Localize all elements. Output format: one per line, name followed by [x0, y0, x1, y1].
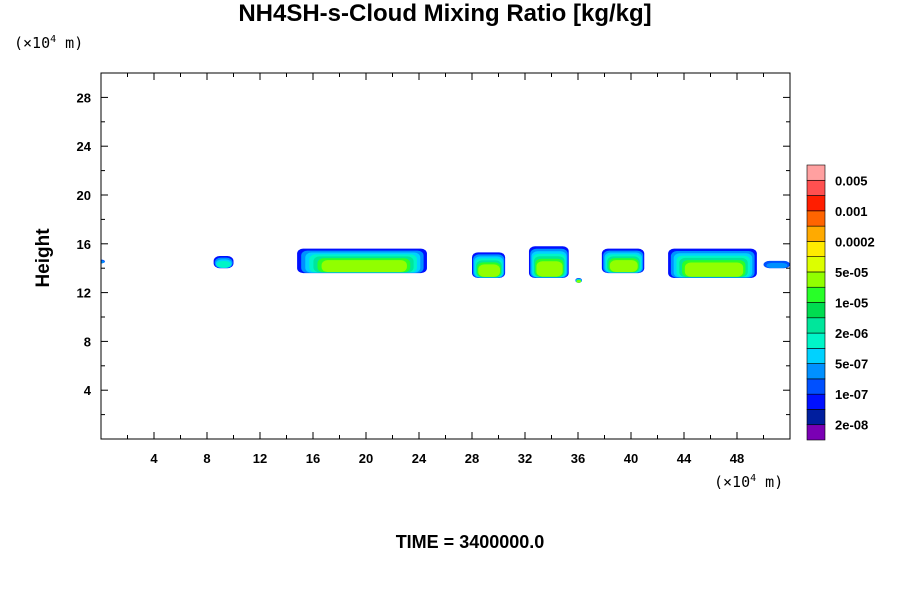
colorbar-swatch	[806, 409, 826, 426]
y-axis-unit-label: (×104 m)	[14, 34, 84, 52]
y-tick-label: 4	[84, 383, 92, 398]
colorbar-swatch	[806, 179, 826, 196]
x-tick-label: 12	[253, 451, 267, 466]
y-tick-label: 16	[77, 237, 91, 252]
colorbar-swatch	[806, 348, 826, 364]
colorbar-label: 5e-05	[835, 265, 868, 280]
x-tick-label: 44	[677, 451, 692, 466]
colorbar-label: 5e-07	[835, 357, 868, 372]
colorbar-label: 1e-07	[835, 387, 868, 402]
time-label: TIME = 3400000.0	[395, 532, 545, 552]
cloud-contour	[536, 261, 563, 277]
colorbar-swatch	[806, 256, 826, 273]
y-tick-label: 12	[77, 286, 91, 301]
colorbar-swatch	[806, 424, 826, 441]
cloud-contour	[321, 260, 407, 273]
cloud-feature	[668, 248, 757, 278]
colorbar-swatch	[806, 164, 826, 181]
cloud-feature	[297, 248, 427, 274]
cloud-feature	[575, 277, 582, 283]
chart-title: NH4SH-s-Cloud Mixing Ratio [kg/kg]	[238, 0, 652, 27]
cloud-contour	[101, 260, 105, 264]
colorbar-swatch	[806, 378, 826, 395]
y-tick-label: 24	[77, 139, 92, 154]
colorbar-swatch	[806, 286, 826, 303]
colorbar-label: 2e-06	[835, 326, 868, 341]
cloud-field	[101, 246, 790, 283]
cloud-contour	[216, 261, 231, 268]
y-tick-label: 28	[77, 90, 91, 105]
colorbar-swatch	[806, 225, 826, 242]
colorbar-swatch	[806, 393, 826, 410]
colorbar-swatch	[806, 210, 826, 227]
colorbar-swatch	[806, 195, 826, 212]
colorbar-swatch	[806, 332, 826, 349]
x-tick-label: 32	[518, 451, 532, 466]
cloud-feature	[101, 259, 105, 264]
x-axis-unit-label: (×104 m)	[714, 473, 784, 491]
colorbar-label: 0.0002	[835, 234, 875, 249]
x-tick-label: 48	[730, 451, 744, 466]
cloud-feature	[213, 256, 234, 269]
colorbar-swatch	[806, 317, 826, 334]
x-tick-label: 40	[624, 451, 638, 466]
colorbar-label: 2e-08	[835, 418, 868, 433]
x-tick-label: 16	[306, 451, 320, 466]
cloud-feature	[763, 260, 790, 269]
cloud-feature	[528, 246, 569, 278]
colorbar-labels: 2e-08 1e-07 5e-07 2e-06 1e-05 5e-05 0.0002 0.00…	[835, 173, 875, 432]
x-tick-label: 36	[571, 451, 585, 466]
cloud-contour	[478, 264, 501, 277]
x-tick-label: 24	[412, 451, 427, 466]
colorbar-label: 1e-05	[835, 296, 868, 311]
y-tick-label: 20	[77, 188, 91, 203]
cloud-contour	[766, 262, 788, 269]
cloud-feature	[472, 252, 506, 278]
colorbar	[806, 164, 826, 441]
y-tick-label: 8	[84, 334, 91, 349]
axis-ticks	[101, 73, 790, 439]
cloud-contour	[576, 280, 581, 283]
colorbar-label: 0.005	[835, 173, 868, 188]
cloud-feature	[601, 248, 645, 274]
cloud-contour	[609, 260, 638, 273]
colorbar-swatch	[806, 363, 826, 380]
x-tick-label: 4	[150, 451, 158, 466]
colorbar-swatch	[806, 241, 826, 257]
cloud-contour	[684, 262, 744, 277]
colorbar-label: 0.001	[835, 204, 868, 219]
colorbar-swatch	[806, 302, 826, 319]
x-tick-label: 20	[359, 451, 373, 466]
x-tick-label: 8	[203, 451, 210, 466]
y-axis-title: Height	[33, 228, 54, 288]
colorbar-swatch	[806, 271, 826, 288]
x-tick-label: 28	[465, 451, 479, 466]
